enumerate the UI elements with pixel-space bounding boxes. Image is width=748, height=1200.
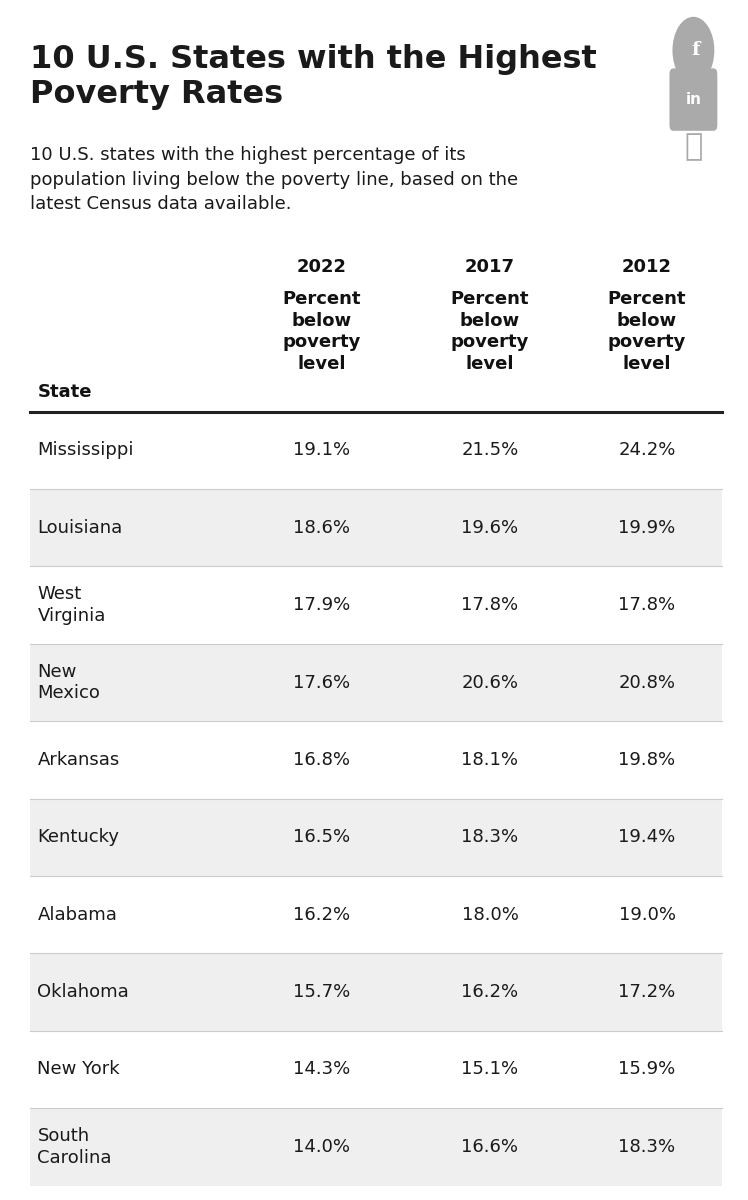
Text: 16.2%: 16.2%: [462, 983, 518, 1001]
Text: 20.6%: 20.6%: [462, 673, 518, 691]
Text: 24.2%: 24.2%: [619, 442, 675, 460]
Text: Percent
below
poverty
level: Percent below poverty level: [608, 290, 686, 373]
Text: 17.2%: 17.2%: [619, 983, 675, 1001]
Text: State: State: [37, 383, 92, 401]
Text: 14.0%: 14.0%: [293, 1138, 350, 1156]
Text: 2012: 2012: [622, 258, 672, 276]
Text: 16.8%: 16.8%: [293, 751, 350, 769]
Text: 18.1%: 18.1%: [462, 751, 518, 769]
Text: 10 U.S. states with the highest percentage of its
population living below the po: 10 U.S. states with the highest percenta…: [30, 146, 518, 214]
Text: West
Virginia: West Virginia: [37, 586, 105, 625]
Text: 19.0%: 19.0%: [619, 906, 675, 924]
Text: 2022: 2022: [297, 258, 346, 276]
Text: 17.8%: 17.8%: [619, 596, 675, 614]
Text: 🐦: 🐦: [684, 132, 702, 161]
Text: 19.8%: 19.8%: [619, 751, 675, 769]
Text: Percent
below
poverty
level: Percent below poverty level: [451, 290, 529, 373]
Text: Louisiana: Louisiana: [37, 518, 123, 536]
Text: 17.8%: 17.8%: [462, 596, 518, 614]
Text: 18.0%: 18.0%: [462, 906, 518, 924]
Text: New York: New York: [37, 1061, 120, 1079]
Text: 19.6%: 19.6%: [462, 518, 518, 536]
Text: Oklahoma: Oklahoma: [37, 983, 129, 1001]
Text: 20.8%: 20.8%: [619, 673, 675, 691]
Text: New
Mexico: New Mexico: [37, 662, 100, 702]
Text: 15.1%: 15.1%: [462, 1061, 518, 1079]
Text: f: f: [691, 41, 700, 59]
Text: 15.9%: 15.9%: [619, 1061, 675, 1079]
Text: 10 U.S. States with the Highest
Poverty Rates: 10 U.S. States with the Highest Poverty …: [30, 44, 597, 110]
Text: 18.6%: 18.6%: [293, 518, 350, 536]
Text: 18.3%: 18.3%: [462, 828, 518, 846]
Text: Alabama: Alabama: [37, 906, 117, 924]
Text: 17.6%: 17.6%: [293, 673, 350, 691]
Text: 19.4%: 19.4%: [619, 828, 675, 846]
Text: 16.2%: 16.2%: [293, 906, 350, 924]
Text: 19.1%: 19.1%: [293, 442, 350, 460]
Text: South
Carolina: South Carolina: [37, 1127, 112, 1166]
Text: Kentucky: Kentucky: [37, 828, 120, 846]
Text: 21.5%: 21.5%: [462, 442, 518, 460]
Text: Arkansas: Arkansas: [37, 751, 120, 769]
Text: 18.3%: 18.3%: [619, 1138, 675, 1156]
Text: Mississippi: Mississippi: [37, 442, 134, 460]
Text: 15.7%: 15.7%: [293, 983, 350, 1001]
Text: 14.3%: 14.3%: [293, 1061, 350, 1079]
Text: in: in: [685, 92, 702, 107]
Text: 2017: 2017: [465, 258, 515, 276]
Text: 19.9%: 19.9%: [619, 518, 675, 536]
Text: Percent
below
poverty
level: Percent below poverty level: [283, 290, 361, 373]
Text: 16.5%: 16.5%: [293, 828, 350, 846]
Text: 17.9%: 17.9%: [293, 596, 350, 614]
Text: 16.6%: 16.6%: [462, 1138, 518, 1156]
